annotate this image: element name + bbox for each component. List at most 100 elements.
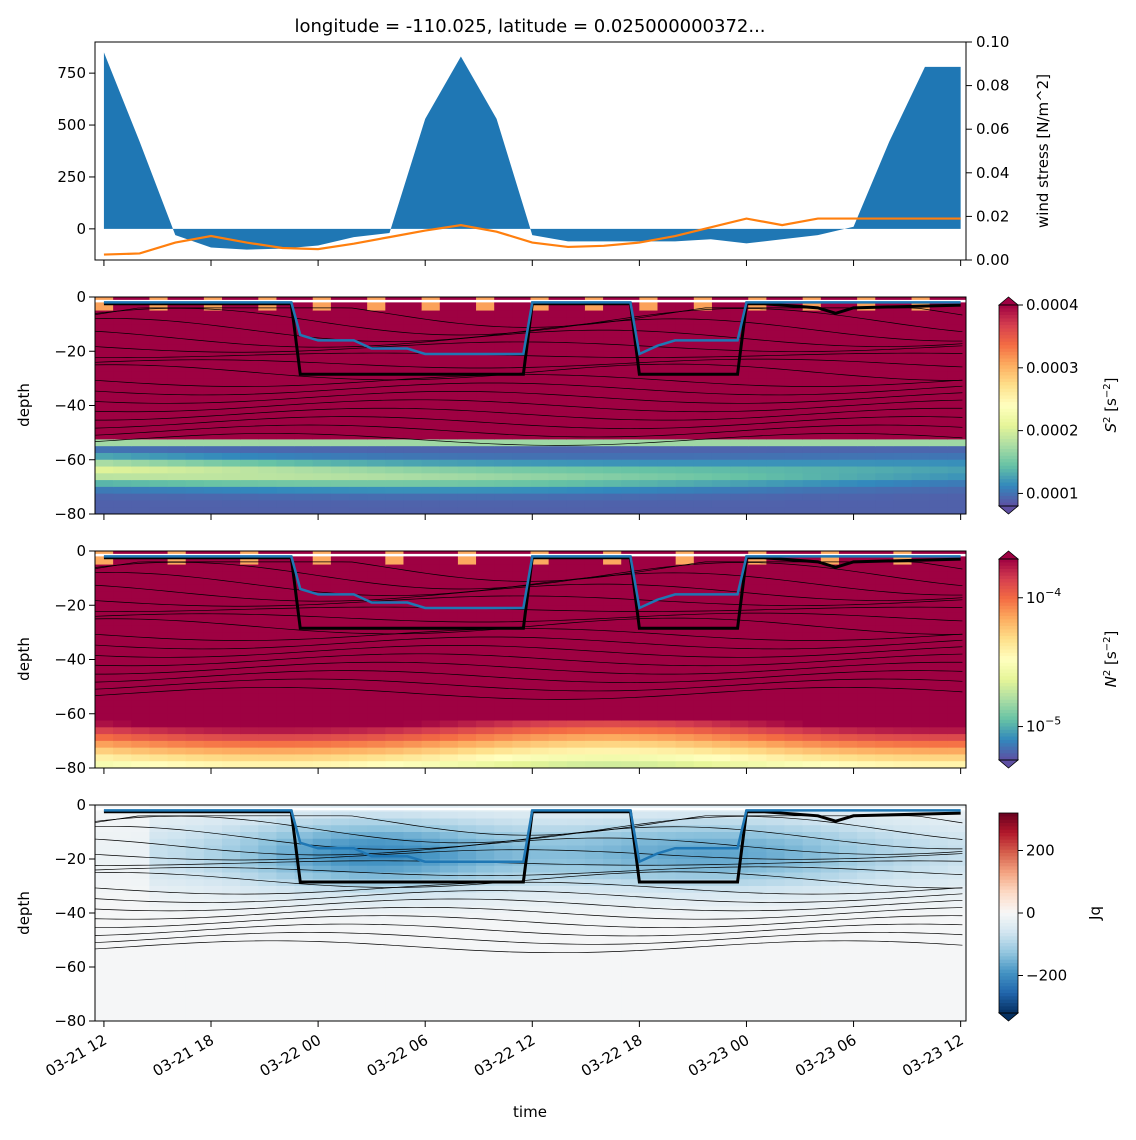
heatmap-cell	[566, 598, 586, 606]
panel-n2-ylabel: depth	[15, 637, 33, 681]
heatmap-cell	[857, 713, 876, 722]
heatmap-cell	[403, 659, 423, 667]
colorbar-segment	[999, 449, 1018, 453]
heatmap-cell	[149, 639, 169, 647]
heatmap-cell	[512, 960, 532, 968]
heatmap-cell	[820, 913, 840, 921]
heatmap-cell	[693, 466, 713, 474]
heatmap-cell	[330, 1000, 350, 1009]
heatmap-cell	[639, 452, 659, 461]
heatmap-cell	[258, 391, 278, 400]
heatmap-cell	[149, 612, 169, 620]
heatmap-cell	[403, 480, 423, 488]
heatmap-cell	[693, 632, 713, 640]
heatmap-cell	[222, 466, 241, 474]
colorbar-segment	[999, 893, 1018, 897]
heatmap-cell	[820, 612, 840, 620]
heatmap-cell	[203, 946, 223, 955]
heatmap-cell	[276, 852, 296, 860]
heatmap-cell	[367, 358, 386, 366]
heatmap-cell	[875, 571, 895, 579]
heatmap-cell	[294, 317, 314, 325]
heatmap-cell	[893, 584, 913, 593]
heatmap-cell	[548, 398, 568, 407]
heatmap-cell	[838, 832, 858, 840]
heatmap-cell	[203, 310, 223, 318]
heatmap-cell	[566, 303, 586, 312]
heatmap-cell	[512, 818, 532, 826]
heatmap-cell	[131, 879, 151, 887]
heatmap-cell	[95, 987, 114, 995]
heatmap-cell	[711, 973, 731, 982]
heatmap-cell	[947, 899, 966, 907]
heatmap-cell	[875, 398, 895, 407]
heatmap-cell	[748, 351, 767, 359]
heatmap-cell	[911, 747, 931, 756]
heatmap-cell	[929, 425, 949, 434]
heatmap-cell	[893, 473, 913, 481]
heatmap-cell	[512, 337, 532, 346]
heatmap-cell	[693, 1000, 713, 1009]
colorbar-segment	[999, 736, 1018, 741]
heatmap-cell	[421, 906, 441, 914]
heatmap-cell	[929, 645, 949, 654]
heatmap-cell	[312, 486, 332, 495]
heatmap-cell	[113, 693, 132, 701]
heatmap-cell	[95, 940, 114, 948]
heatmap-cell	[367, 452, 386, 461]
heatmap-cell	[385, 398, 405, 407]
heatmap-cell	[439, 486, 459, 495]
heatmap-cell	[748, 838, 767, 847]
heatmap-cell	[584, 919, 604, 928]
heatmap-cell	[421, 825, 441, 833]
heatmap-cell	[258, 754, 278, 762]
heatmap-cell	[421, 645, 441, 654]
y-tick-label: −20	[54, 850, 86, 868]
heatmap-cell	[113, 385, 132, 393]
heatmap-cell	[149, 679, 169, 688]
heatmap-cell	[911, 987, 931, 995]
heatmap-cell	[113, 818, 132, 826]
heatmap-cell	[385, 378, 405, 386]
heatmap-cell	[439, 754, 459, 762]
heatmap-cell	[838, 398, 858, 407]
heatmap-cell	[222, 358, 241, 366]
heatmap-cell	[911, 865, 931, 874]
heatmap-cell	[584, 811, 604, 820]
heatmap-cell	[857, 317, 876, 325]
heatmap-cell	[530, 720, 550, 728]
heatmap-cell	[149, 500, 169, 508]
heatmap-cell	[657, 720, 677, 728]
heatmap-cell	[766, 734, 786, 742]
heatmap-cell	[621, 578, 640, 586]
heatmap-cell	[294, 859, 314, 867]
heatmap-cell	[857, 486, 876, 495]
heatmap-cell	[276, 666, 296, 674]
heatmap-cell	[857, 919, 876, 928]
panel-n2-axes: 0−20−40−60−80	[54, 542, 967, 777]
heatmap-cell	[857, 1014, 876, 1021]
heatmap-cell	[149, 557, 169, 566]
heatmap-cell	[784, 598, 804, 606]
heatmap-cell	[693, 919, 713, 928]
heatmap-cell	[494, 706, 513, 715]
heatmap-cell	[675, 720, 695, 728]
heatmap-cell	[403, 446, 423, 454]
heatmap-cell	[294, 584, 314, 593]
heatmap-cell	[494, 493, 513, 502]
heatmap-cell	[203, 612, 223, 620]
heatmap-cell	[657, 591, 677, 600]
heatmap-cell	[330, 994, 350, 1002]
heatmap-cell	[530, 351, 550, 359]
heatmap-cell	[548, 371, 568, 379]
heatmap-cell	[693, 652, 713, 661]
heatmap-cell	[675, 507, 695, 514]
heatmap-cell	[820, 1000, 840, 1009]
heatmap-cell	[566, 967, 586, 975]
heatmap-cell	[349, 973, 368, 982]
colorbar-segment	[999, 355, 1018, 360]
heatmap-cell	[367, 385, 386, 393]
heatmap-cell	[875, 1007, 895, 1015]
heatmap-cell	[548, 693, 568, 701]
heatmap-cell	[131, 899, 151, 907]
